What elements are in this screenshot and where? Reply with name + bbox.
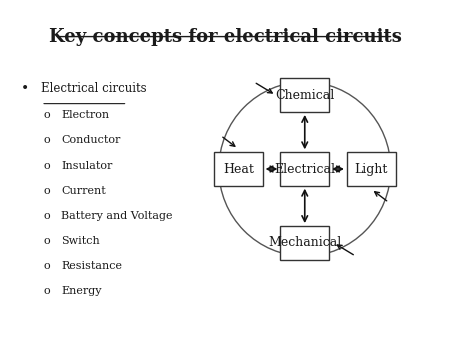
Text: •: •	[21, 82, 29, 96]
FancyBboxPatch shape	[214, 152, 263, 186]
Text: Electrical: Electrical	[274, 163, 335, 175]
Text: o: o	[43, 161, 50, 171]
Text: o: o	[43, 286, 50, 296]
Text: Resistance: Resistance	[61, 261, 122, 271]
Text: o: o	[43, 110, 50, 120]
Text: Chemical: Chemical	[275, 89, 334, 102]
Text: Switch: Switch	[61, 236, 100, 246]
Text: o: o	[43, 211, 50, 221]
FancyBboxPatch shape	[280, 152, 329, 186]
Text: Energy: Energy	[61, 286, 102, 296]
FancyBboxPatch shape	[280, 226, 329, 260]
Text: Heat: Heat	[223, 163, 254, 175]
Text: Mechanical: Mechanical	[268, 236, 342, 249]
Text: Light: Light	[355, 163, 388, 175]
Text: Current: Current	[61, 186, 106, 196]
Text: Battery and Voltage: Battery and Voltage	[61, 211, 172, 221]
FancyBboxPatch shape	[280, 78, 329, 112]
Text: o: o	[43, 136, 50, 145]
Text: Insulator: Insulator	[61, 161, 112, 171]
Text: o: o	[43, 186, 50, 196]
Text: Electron: Electron	[61, 110, 109, 120]
Text: Electrical circuits: Electrical circuits	[41, 82, 147, 95]
FancyBboxPatch shape	[347, 152, 396, 186]
Text: o: o	[43, 236, 50, 246]
Text: Key concepts for electrical circuits: Key concepts for electrical circuits	[49, 28, 401, 46]
Text: Conductor: Conductor	[61, 136, 121, 145]
Text: o: o	[43, 261, 50, 271]
